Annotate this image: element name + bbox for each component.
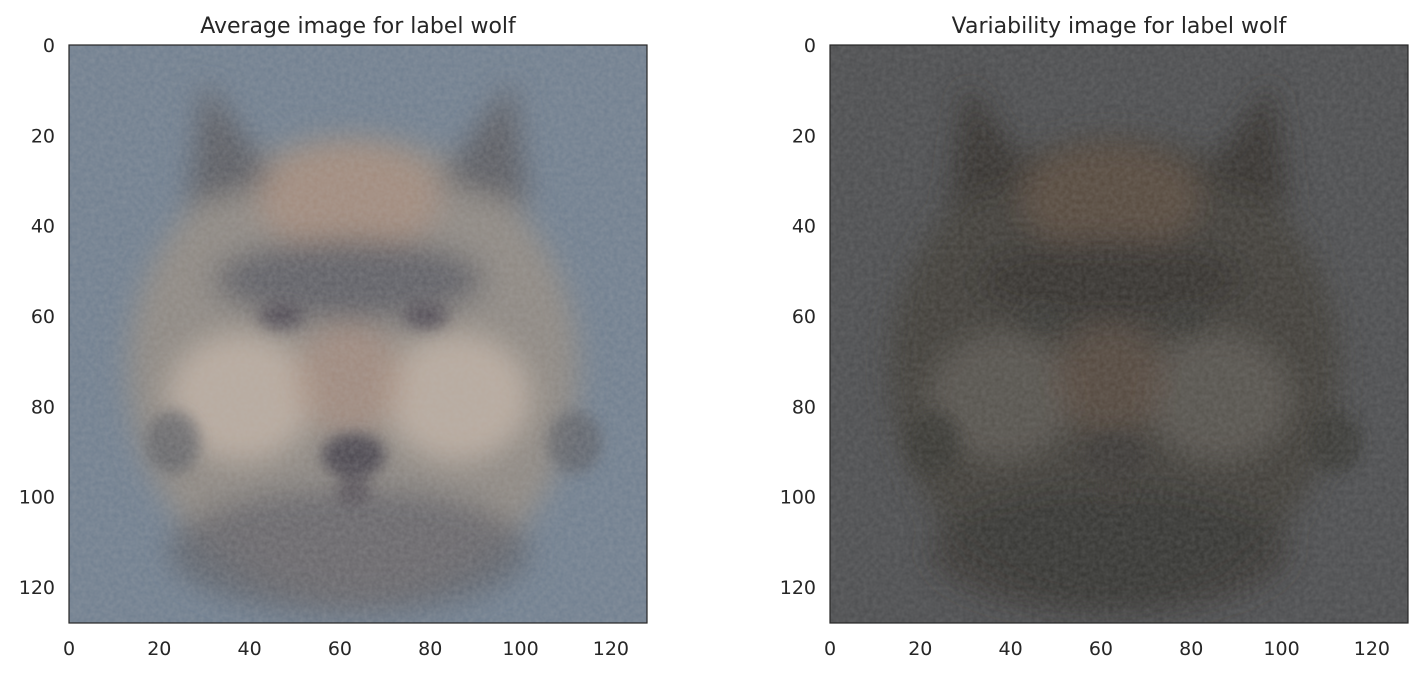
image-raster (830, 45, 1408, 623)
x-tick-label: 80 (418, 638, 442, 660)
x-tick-label: 40 (238, 638, 262, 660)
chart-panel-1: Variability image for label wolf 0 20 40 60 8… (780, 14, 1409, 660)
y-tick-label: 20 (792, 125, 816, 147)
x-tick-label: 20 (908, 638, 932, 660)
y-tick-label: 80 (31, 396, 55, 418)
axes-frame (829, 44, 1409, 624)
y-tick-label: 60 (31, 306, 55, 328)
image-raster (69, 45, 647, 623)
x-tick-label: 120 (1354, 638, 1390, 660)
axes-frame (68, 44, 648, 624)
x-tick-label: 20 (147, 638, 171, 660)
x-tick-label: 120 (593, 638, 629, 660)
y-tick-label: 0 (804, 35, 816, 57)
x-tick-label: 100 (1263, 638, 1299, 660)
x-tick-label: 100 (502, 638, 538, 660)
x-tick-label: 0 (63, 638, 75, 660)
x-tick-label: 40 (999, 638, 1023, 660)
x-tick-label: 60 (1089, 638, 1113, 660)
y-tick-label: 60 (792, 306, 816, 328)
y-tick-label: 80 (792, 396, 816, 418)
x-tick-label: 80 (1179, 638, 1203, 660)
x-tick-label: 0 (824, 638, 836, 660)
y-tick-label: 0 (43, 35, 55, 57)
y-tick-label: 120 (780, 577, 816, 599)
chart-panel-0: Average image for label wolf 0 20 40 60 80 100… (19, 14, 648, 660)
x-tick-label: 60 (328, 638, 352, 660)
y-tick-label: 40 (792, 216, 816, 238)
chart-title: Average image for label wolf (200, 14, 517, 39)
y-tick-label: 100 (19, 487, 55, 509)
y-tick-label: 100 (780, 487, 816, 509)
y-tick-label: 40 (31, 216, 55, 238)
y-tick-label: 20 (31, 125, 55, 147)
chart-title: Variability image for label wolf (952, 14, 1288, 39)
y-tick-label: 120 (19, 577, 55, 599)
